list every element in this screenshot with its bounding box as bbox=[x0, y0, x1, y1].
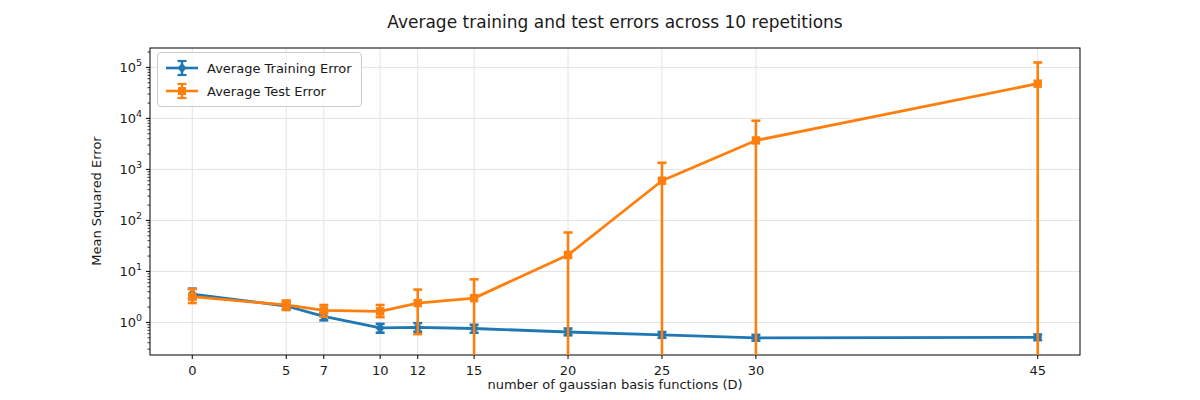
series-training bbox=[188, 289, 1043, 344]
marker-square bbox=[470, 294, 478, 302]
x-tick-label: 10 bbox=[372, 363, 389, 378]
x-tick-label: 15 bbox=[466, 363, 483, 378]
y-tick-label: 102 bbox=[119, 210, 142, 228]
legend-item-training: Average Training Error bbox=[165, 58, 352, 78]
series-line bbox=[192, 294, 1037, 338]
legend-label: Average Training Error bbox=[207, 61, 352, 76]
y-tick-label: 104 bbox=[119, 108, 142, 126]
y-tick-label: 101 bbox=[119, 261, 142, 279]
legend-errorbar-glyph bbox=[165, 82, 199, 100]
marker-square bbox=[414, 299, 422, 307]
legend-item-test: Average Test Error bbox=[165, 81, 352, 101]
x-tick-label: 0 bbox=[188, 363, 196, 378]
marker-square bbox=[282, 301, 290, 309]
chart-title: Average training and test errors across … bbox=[150, 12, 1080, 32]
y-tick-label: 100 bbox=[119, 312, 142, 330]
x-tick-label: 5 bbox=[282, 363, 290, 378]
marker-square bbox=[752, 136, 760, 144]
legend-errorbar-glyph bbox=[165, 59, 199, 77]
y-tick-label: 105 bbox=[119, 57, 142, 75]
figure: 0 5 7 10 12 15 20 25 30 45 100 101 102 103 104 105 Aver… bbox=[0, 0, 1200, 400]
marker-square bbox=[564, 251, 572, 259]
legend-label: Average Test Error bbox=[207, 84, 326, 99]
x-axis-label: number of gaussian basis functions (D) bbox=[150, 377, 1080, 392]
x-tick-label: 20 bbox=[560, 363, 577, 378]
series-line bbox=[192, 84, 1037, 312]
marker-square bbox=[1034, 79, 1042, 87]
marker-square bbox=[320, 306, 328, 314]
legend: Average Training Error Average Test Error bbox=[157, 52, 362, 107]
y-tick-label: 103 bbox=[119, 159, 142, 177]
x-tick-label: 7 bbox=[320, 363, 328, 378]
marker-square bbox=[376, 307, 384, 315]
marker-square bbox=[188, 292, 196, 300]
y-axis-label: Mean Squared Error bbox=[89, 136, 104, 265]
x-tick-label: 12 bbox=[409, 363, 426, 378]
x-tick-label: 25 bbox=[654, 363, 671, 378]
x-tick-label: 30 bbox=[748, 363, 765, 378]
marker-square bbox=[658, 177, 666, 185]
x-tick-label: 45 bbox=[1029, 363, 1046, 378]
